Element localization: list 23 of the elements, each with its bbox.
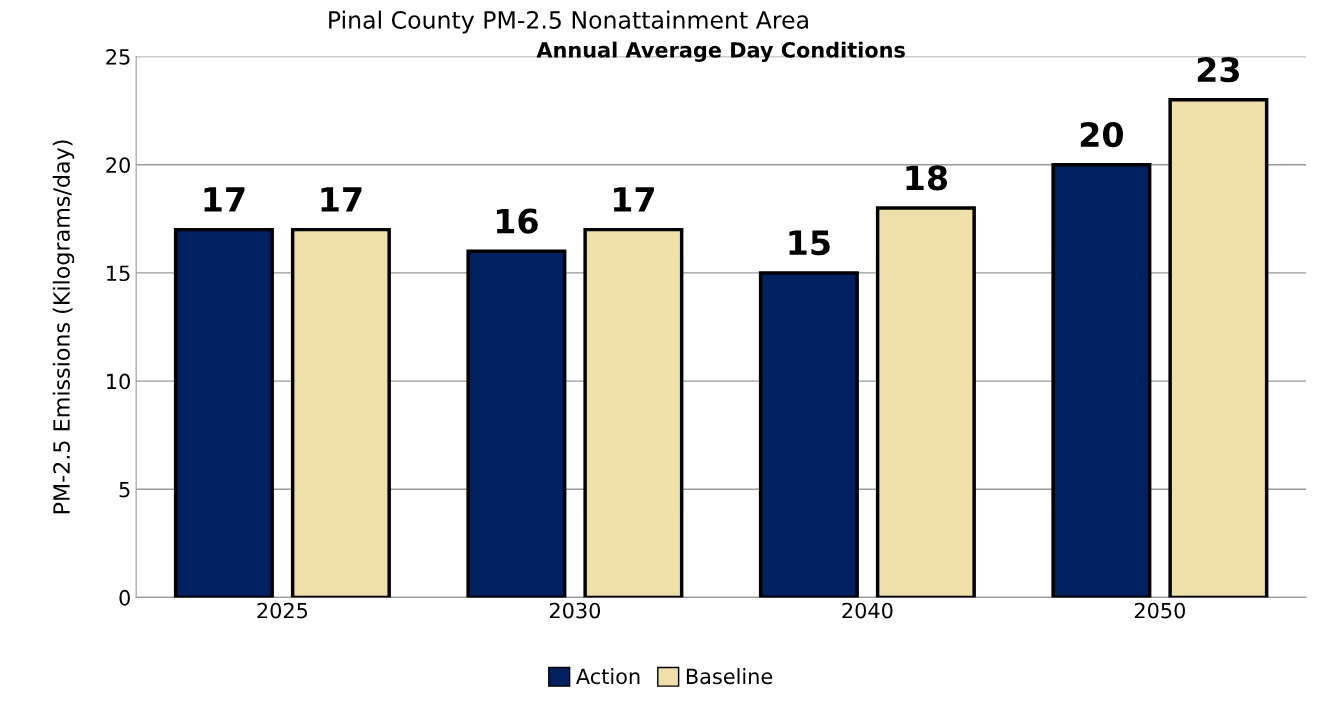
data-label: 17 [613,187,654,212]
y-axis-title: PM-2.5 Emissions (Kilograms/day) [52,140,75,514]
y-tick-label: 25 [106,49,130,65]
y-tick-label: 0 [119,589,130,606]
x-tick-label: 2025 [257,602,308,619]
x-tick-label: 2040 [842,602,893,619]
data-label: 23 [1197,57,1239,83]
x-tick-label: 2050 [1134,602,1186,619]
x-tick-label: 2030 [549,602,601,619]
data-label: 18 [906,165,948,191]
data-label: 17 [321,187,362,212]
y-tick-label: 10 [107,373,130,390]
legend-label: Baseline [686,668,773,685]
data-label: 20 [1080,121,1123,148]
data-label: 17 [204,187,245,212]
legend-label: Action [576,668,640,685]
y-tick-label: 20 [106,157,130,173]
chart-title: Pinal County PM-2.5 Nonattainment Area [329,10,808,34]
y-tick-label: 5 [119,481,130,498]
y-tick-label: 15 [107,265,130,282]
chart-subtitle: Annual Average Day Conditions [536,41,905,62]
data-label: 16 [496,208,538,234]
data-label: 15 [789,230,830,256]
